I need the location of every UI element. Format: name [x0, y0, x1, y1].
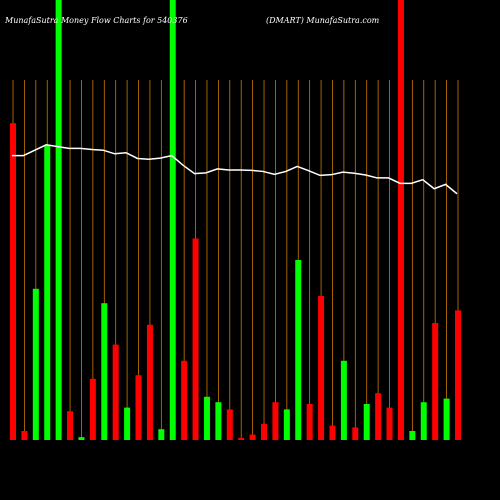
money-flow-bar	[89, 378, 96, 440]
money-flow-bar	[397, 0, 404, 440]
money-flow-bar	[443, 398, 450, 440]
money-flow-bar	[192, 238, 199, 440]
chart-header-right: (DMART) MunafaSutra.com	[266, 16, 380, 25]
money-flow-bar	[215, 402, 222, 440]
price-line	[12, 144, 458, 195]
money-flow-bar	[32, 288, 39, 440]
money-flow-bar	[101, 303, 108, 440]
money-flow-bar	[203, 396, 210, 440]
money-flow-bar	[295, 260, 302, 440]
money-flow-bar	[306, 404, 313, 440]
money-flow-bar	[261, 423, 268, 440]
money-flow-bar	[55, 0, 62, 440]
money-flow-bar	[352, 427, 359, 440]
money-flow-bar	[67, 411, 74, 440]
money-flow-bar	[454, 310, 461, 440]
chart-header-left: MunafaSutra Money Flow Charts for 540376	[4, 16, 188, 25]
money-flow-bar	[283, 409, 290, 440]
money-flow-bar	[158, 429, 165, 440]
money-flow-bar	[318, 296, 325, 440]
money-flow-bar	[386, 407, 393, 440]
money-flow-bar	[146, 324, 153, 440]
money-flow-bar	[238, 437, 245, 440]
money-flow-bar	[10, 123, 16, 440]
money-flow-bar	[340, 360, 347, 440]
money-flow-bar	[169, 0, 176, 440]
money-flow-bar	[112, 344, 119, 440]
money-flow-bar	[181, 360, 188, 440]
money-flow-bar	[44, 144, 51, 441]
money-flow-bar	[21, 431, 28, 440]
money-flow-bar	[124, 407, 131, 440]
money-flow-bars	[10, 0, 461, 441]
money-flow-bar	[363, 404, 370, 440]
money-flow-bar	[272, 402, 279, 440]
money-flow-bar	[375, 393, 382, 440]
money-flow-bar	[409, 431, 416, 440]
money-flow-bar	[135, 375, 142, 440]
money-flow-bar	[249, 434, 256, 440]
money-flow-bar	[329, 425, 336, 440]
price-line-layer	[12, 144, 458, 195]
money-flow-bar	[432, 323, 439, 440]
money-flow-bar	[78, 437, 85, 440]
money-flow-bar	[420, 402, 427, 440]
money-flow-bar	[226, 409, 233, 440]
